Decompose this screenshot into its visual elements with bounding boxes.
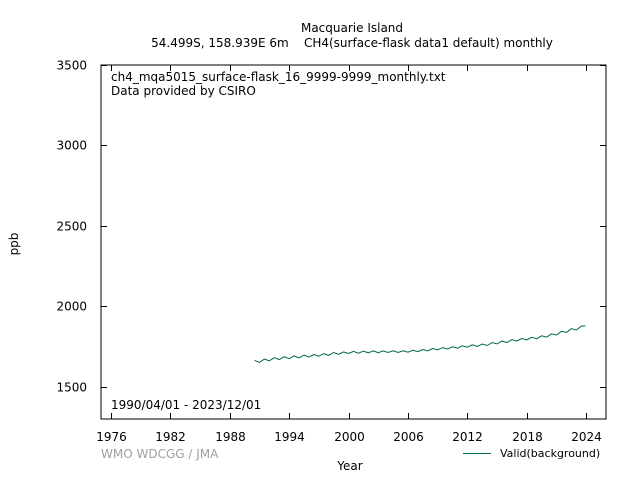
series-line [254, 325, 586, 363]
period-label: 1990/04/01 - 2023/12/01 [111, 398, 262, 412]
y-tick-label: 2000 [56, 300, 87, 314]
legend: Valid(background) [463, 447, 623, 461]
y-tick-label: 2500 [56, 220, 87, 234]
legend-label: Valid(background) [500, 447, 601, 460]
chart-title: Macquarie Island [300, 21, 404, 35]
y-tick-label: 1500 [56, 381, 87, 395]
x-tick-label: 2006 [393, 430, 424, 444]
x-tick-label: 2012 [452, 430, 483, 444]
x-tick-label: 2024 [571, 430, 602, 444]
legend-line-swatch [463, 453, 491, 454]
credit-label: WMO WDCGG / JMA [101, 447, 219, 461]
plot-frame [100, 64, 607, 420]
x-tick-label: 1982 [155, 430, 186, 444]
x-tick-label: 1988 [215, 430, 246, 444]
y-tick-label: 3000 [56, 139, 87, 153]
chart-subtitle: 54.499S, 158.939E 6m CH4(surface-flask d… [151, 36, 553, 50]
file-label: ch4_mqa5015_surface-flask_16_9999-9999_m… [111, 70, 446, 84]
x-tick-label: 2000 [334, 430, 365, 444]
y-tick-label: 3500 [56, 59, 87, 73]
x-tick-label: 2018 [512, 430, 543, 444]
x-tick-label: 1994 [274, 430, 305, 444]
y-axis-label: ppb [7, 232, 21, 256]
provider-label: Data provided by CSIRO [111, 84, 256, 98]
x-tick-label: 1976 [96, 430, 127, 444]
x-axis-label: Year [337, 459, 363, 473]
